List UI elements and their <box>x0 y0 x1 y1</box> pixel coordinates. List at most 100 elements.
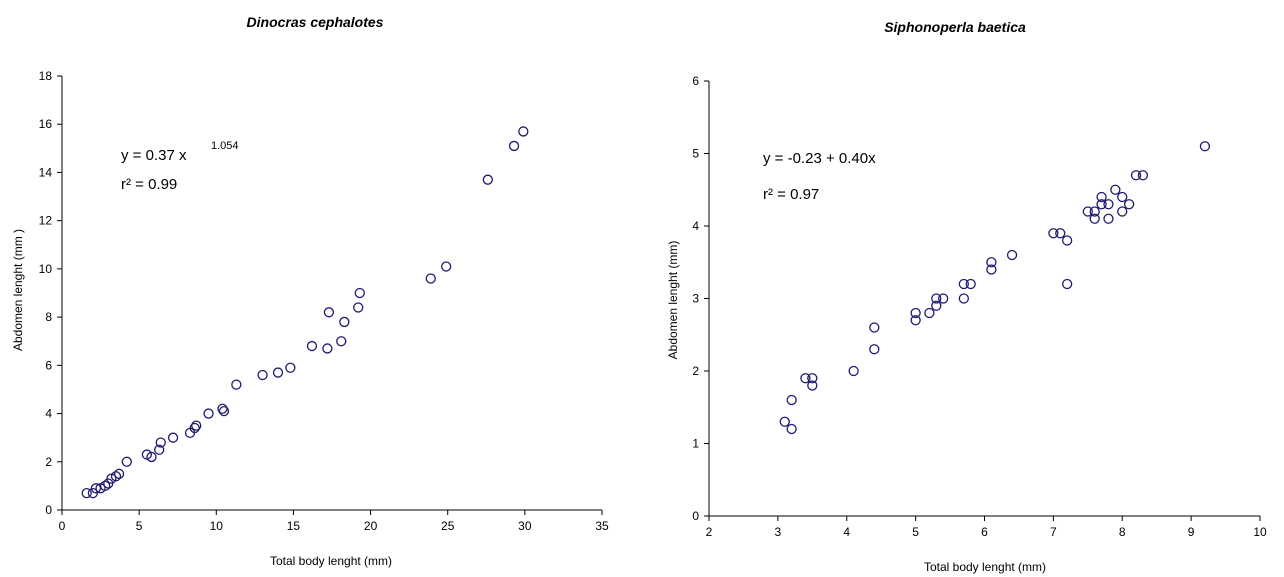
chart-right-data-point <box>1123 199 1135 210</box>
chart-left-data-point <box>203 408 214 419</box>
chart-left-data-point <box>110 471 122 482</box>
chart-right-y-tick-label: 1 <box>692 437 699 451</box>
chart-left-x-tick-label: 30 <box>518 519 532 533</box>
chart-right-data-point <box>1103 213 1114 224</box>
chart-right-equation: y = -0.23 + 0.40x <box>763 150 876 167</box>
chart-right-x-tick-label: 10 <box>1253 525 1267 539</box>
chart-right-points <box>779 141 1211 435</box>
chart-left-y-axis-label: Abdomen lenght (mm ) <box>11 229 25 351</box>
chart-right-data-point <box>1117 191 1128 203</box>
chart-right-data-point <box>924 307 935 319</box>
chart-left-data-point <box>167 432 179 443</box>
chart-left-x-tick-label: 15 <box>287 519 301 533</box>
chart-right-r-squared: r² = 0.97 <box>763 186 819 203</box>
chart-right-axes: 2 3 4 5 6 7 8 9 10 0 1 2 3 4 5 6 <box>692 74 1267 539</box>
chart-right-y-tick-label: 6 <box>692 74 699 88</box>
chart-right-data-point <box>1062 278 1073 290</box>
chart-right-x-tick-label: 5 <box>912 525 919 539</box>
chart-left-data-point <box>231 379 242 390</box>
chart-right-data-point <box>1199 141 1211 152</box>
chart-right-data-point <box>1062 235 1073 246</box>
chart-left-data-point <box>218 405 230 417</box>
chart-left-points <box>81 126 529 499</box>
chart-left-y-tick-label: 8 <box>45 310 52 324</box>
chart-left-data-point <box>306 340 318 352</box>
chart-left-y-tick-label: 4 <box>45 407 52 421</box>
chart-left-data-point <box>354 287 365 299</box>
chart-left-y-tick-label: 16 <box>39 117 53 131</box>
chart-right-y-tick-label: 3 <box>692 292 699 306</box>
chart-right-x-tick-label: 4 <box>843 525 850 539</box>
chart-right-data-point <box>1048 228 1059 239</box>
chart-left-y-tick-label: 18 <box>39 69 53 83</box>
chart-right-x-tick-label: 2 <box>706 525 713 539</box>
chart-left-data-point <box>146 451 157 463</box>
chart-left-x-tick-label: 35 <box>595 519 609 533</box>
chart-left-y-tick-label: 2 <box>45 455 52 469</box>
chart-left-data-point <box>322 343 333 354</box>
chart-right-x-tick-label: 6 <box>981 525 988 539</box>
chart-right-data-point <box>931 300 942 311</box>
chart-right-data-point <box>958 278 969 290</box>
chart-right-y-tick-label: 0 <box>692 509 699 523</box>
chart-left-data-point <box>336 336 347 347</box>
chart-left-data-point <box>339 316 350 328</box>
chart-right-data-point <box>931 293 942 304</box>
chart-right-data-point <box>1117 206 1128 217</box>
chart-right-data-point <box>869 322 880 333</box>
chart-left-equation: y = 0.37 x <box>121 147 187 164</box>
chart-left-data-point <box>285 362 296 373</box>
chart-right-data-point <box>1055 228 1066 239</box>
chart-left-data-point <box>81 487 92 499</box>
chart-right-data-point <box>786 394 797 406</box>
chart-right-data-point <box>938 293 949 304</box>
chart-left: Dinocras cephalotes Total body lenght (m… <box>11 14 609 568</box>
chart-left-data-point <box>323 307 335 318</box>
chart-right-y-tick-label: 2 <box>692 364 699 378</box>
chart-right-x-tick-label: 3 <box>775 525 782 539</box>
chart-left-title: Dinocras cephalotes <box>247 14 384 30</box>
chart-right-data-point <box>1137 170 1149 181</box>
chart-left-x-tick-label: 0 <box>59 519 66 533</box>
chart-left-data-point <box>100 480 111 492</box>
chart-left-data-point <box>121 456 132 467</box>
chart-left-x-tick-label: 25 <box>441 519 455 533</box>
chart-right-data-point <box>1096 199 1107 210</box>
chart-left-data-point <box>508 140 520 152</box>
chart-right: Siphonoperla baetica Total body lenght (… <box>666 19 1267 574</box>
chart-right-data-point <box>1110 184 1121 195</box>
chart-left-y-tick-label: 12 <box>39 214 53 228</box>
chart-left-data-point <box>441 261 452 272</box>
chart-right-data-point <box>786 423 797 435</box>
chart-right-data-point <box>986 264 997 275</box>
chart-right-data-point <box>965 278 976 290</box>
chart-left-y-tick-label: 0 <box>45 503 52 517</box>
chart-right-data-point <box>1082 206 1093 217</box>
chart-right-title: Siphonoperla baetica <box>884 19 1026 35</box>
chart-left-data-point <box>155 437 166 448</box>
chart-right-data-point <box>910 315 921 326</box>
chart-left-x-tick-label: 5 <box>136 519 143 533</box>
chart-left-data-point <box>113 468 125 479</box>
chart-left-y-tick-label: 10 <box>39 262 53 276</box>
chart-right-y-tick-label: 4 <box>692 219 699 233</box>
chart-right-data-point <box>1089 206 1100 217</box>
chart-right-data-point <box>848 365 859 377</box>
chart-left-data-point <box>353 302 364 313</box>
chart-right-data-point <box>800 373 811 384</box>
chart-right-data-point <box>958 293 969 304</box>
chart-left-data-point <box>425 273 436 284</box>
chart-left-data-point <box>518 126 529 137</box>
chart-left-x-axis-label: Total body lenght (mm) <box>270 554 392 568</box>
chart-right-data-point <box>1103 199 1114 210</box>
chart-right-data-point <box>1089 213 1100 224</box>
chart-right-data-point <box>1006 249 1018 261</box>
chart-left-r-squared: r² = 0.99 <box>121 176 177 193</box>
chart-left-data-point <box>191 420 202 431</box>
chart-right-data-point <box>910 307 921 319</box>
chart-right-x-axis-label: Total body lenght (mm) <box>924 560 1046 574</box>
chart-right-data-point <box>1096 191 1107 203</box>
chart-right-x-tick-label: 9 <box>1188 525 1195 539</box>
chart-left-x-tick-label: 20 <box>364 519 378 533</box>
